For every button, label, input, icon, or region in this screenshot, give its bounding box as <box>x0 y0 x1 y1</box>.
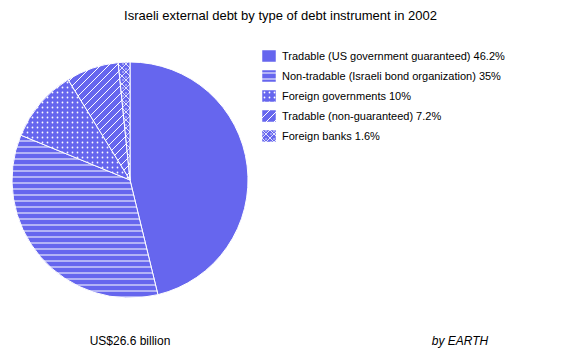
legend-label: Foreign banks 1.6% <box>282 130 380 142</box>
pie-slice <box>118 62 130 180</box>
legend-swatch <box>262 90 276 102</box>
legend-label: Foreign governments 10% <box>282 90 411 102</box>
pie-slice <box>68 63 130 180</box>
byline: by EARTH <box>432 334 489 348</box>
legend-swatch <box>262 130 276 142</box>
pie <box>12 62 248 298</box>
legend-label: Tradable (non-guaranteed) 7.2% <box>282 110 441 122</box>
legend-item: Tradable (US government guaranteed) 46.2… <box>262 50 505 62</box>
legend-swatch <box>262 50 276 62</box>
title: Israeli external debt by type of debt in… <box>124 8 437 23</box>
legend-swatch <box>262 110 276 122</box>
legend-item: Foreign banks 1.6% <box>262 130 380 142</box>
legend-item: Foreign governments 10% <box>262 90 411 102</box>
subtitle: US$26.6 billion <box>90 334 171 348</box>
legend-label: Non-tradable (Israeli bond organization)… <box>282 70 501 82</box>
legend-item: Tradable (non-guaranteed) 7.2% <box>262 110 441 122</box>
legend: Tradable (US government guaranteed) 46.2… <box>262 50 505 142</box>
legend-swatch <box>262 70 276 82</box>
legend-label: Tradable (US government guaranteed) 46.2… <box>282 50 505 62</box>
chart: Israeli external debt by type of debt in… <box>0 0 561 359</box>
legend-item: Non-tradable (Israeli bond organization)… <box>262 70 501 82</box>
